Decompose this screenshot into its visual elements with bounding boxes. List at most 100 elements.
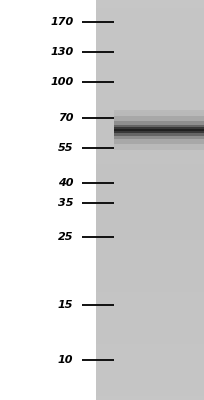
Bar [96, 152, 204, 156]
Bar [96, 8, 204, 12]
Bar [96, 52, 204, 56]
Bar [96, 36, 204, 40]
Bar [96, 364, 204, 368]
Text: 100: 100 [50, 77, 73, 87]
Bar [96, 56, 204, 60]
Bar [96, 320, 204, 324]
Bar [96, 160, 204, 164]
Bar [96, 64, 204, 68]
Bar [96, 304, 204, 308]
Bar [96, 164, 204, 168]
Bar [96, 264, 204, 268]
Bar [96, 208, 204, 212]
Bar [96, 360, 204, 364]
Bar [96, 256, 204, 260]
Bar [96, 252, 204, 256]
Bar [96, 48, 204, 52]
Bar [96, 20, 204, 24]
Bar [96, 332, 204, 336]
Bar [96, 156, 204, 160]
Bar [96, 132, 204, 136]
Bar [96, 248, 204, 252]
Bar [114, 110, 204, 150]
Bar [96, 340, 204, 344]
Bar [96, 188, 204, 192]
Bar [96, 300, 204, 304]
Bar [96, 200, 204, 204]
Bar [96, 180, 204, 184]
Text: 170: 170 [50, 17, 73, 27]
Bar [96, 92, 204, 96]
Bar [96, 140, 204, 144]
Bar [96, 24, 204, 28]
Bar [114, 129, 204, 131]
Bar [96, 392, 204, 396]
Bar [96, 68, 204, 72]
Bar [96, 272, 204, 276]
Text: 55: 55 [58, 143, 73, 153]
Bar [96, 384, 204, 388]
Bar [96, 224, 204, 228]
Text: 10: 10 [58, 355, 73, 365]
Text: 35: 35 [58, 198, 73, 208]
Bar [96, 32, 204, 36]
Bar [96, 184, 204, 188]
Bar [96, 136, 204, 140]
Bar [96, 244, 204, 248]
Bar [96, 96, 204, 100]
Bar [96, 260, 204, 264]
Bar [96, 368, 204, 372]
Bar [96, 232, 204, 236]
Bar [96, 88, 204, 92]
Bar [96, 144, 204, 148]
Bar [96, 84, 204, 88]
Bar [96, 0, 204, 400]
Bar [96, 28, 204, 32]
Bar [96, 196, 204, 200]
Bar [96, 168, 204, 172]
Bar [96, 204, 204, 208]
Bar [96, 112, 204, 116]
Text: 25: 25 [58, 232, 73, 242]
Bar [96, 240, 204, 244]
Bar [96, 44, 204, 48]
Bar [96, 120, 204, 124]
Bar [96, 276, 204, 280]
Bar [96, 108, 204, 112]
Bar [96, 76, 204, 80]
Bar [96, 0, 204, 4]
Bar [114, 124, 204, 136]
Bar [96, 60, 204, 64]
Bar [96, 280, 204, 284]
Text: 130: 130 [50, 47, 73, 57]
Bar [96, 228, 204, 232]
Bar [96, 316, 204, 320]
Bar [96, 296, 204, 300]
Bar [96, 348, 204, 352]
Text: 40: 40 [58, 178, 73, 188]
Bar [96, 308, 204, 312]
Bar [96, 356, 204, 360]
Bar [96, 396, 204, 400]
Bar [96, 40, 204, 44]
Bar [114, 121, 204, 139]
Bar [96, 176, 204, 180]
Bar [96, 172, 204, 176]
Bar [114, 116, 204, 144]
Bar [96, 116, 204, 120]
Bar [96, 352, 204, 356]
Bar [96, 328, 204, 332]
Bar [96, 292, 204, 296]
Bar [96, 128, 204, 132]
Bar [96, 192, 204, 196]
Bar [96, 284, 204, 288]
Bar [96, 148, 204, 152]
Bar [96, 212, 204, 216]
Bar [96, 380, 204, 384]
Bar [96, 124, 204, 128]
Bar [96, 376, 204, 380]
Text: 15: 15 [58, 300, 73, 310]
Bar [96, 72, 204, 76]
Bar [96, 336, 204, 340]
Bar [96, 312, 204, 316]
